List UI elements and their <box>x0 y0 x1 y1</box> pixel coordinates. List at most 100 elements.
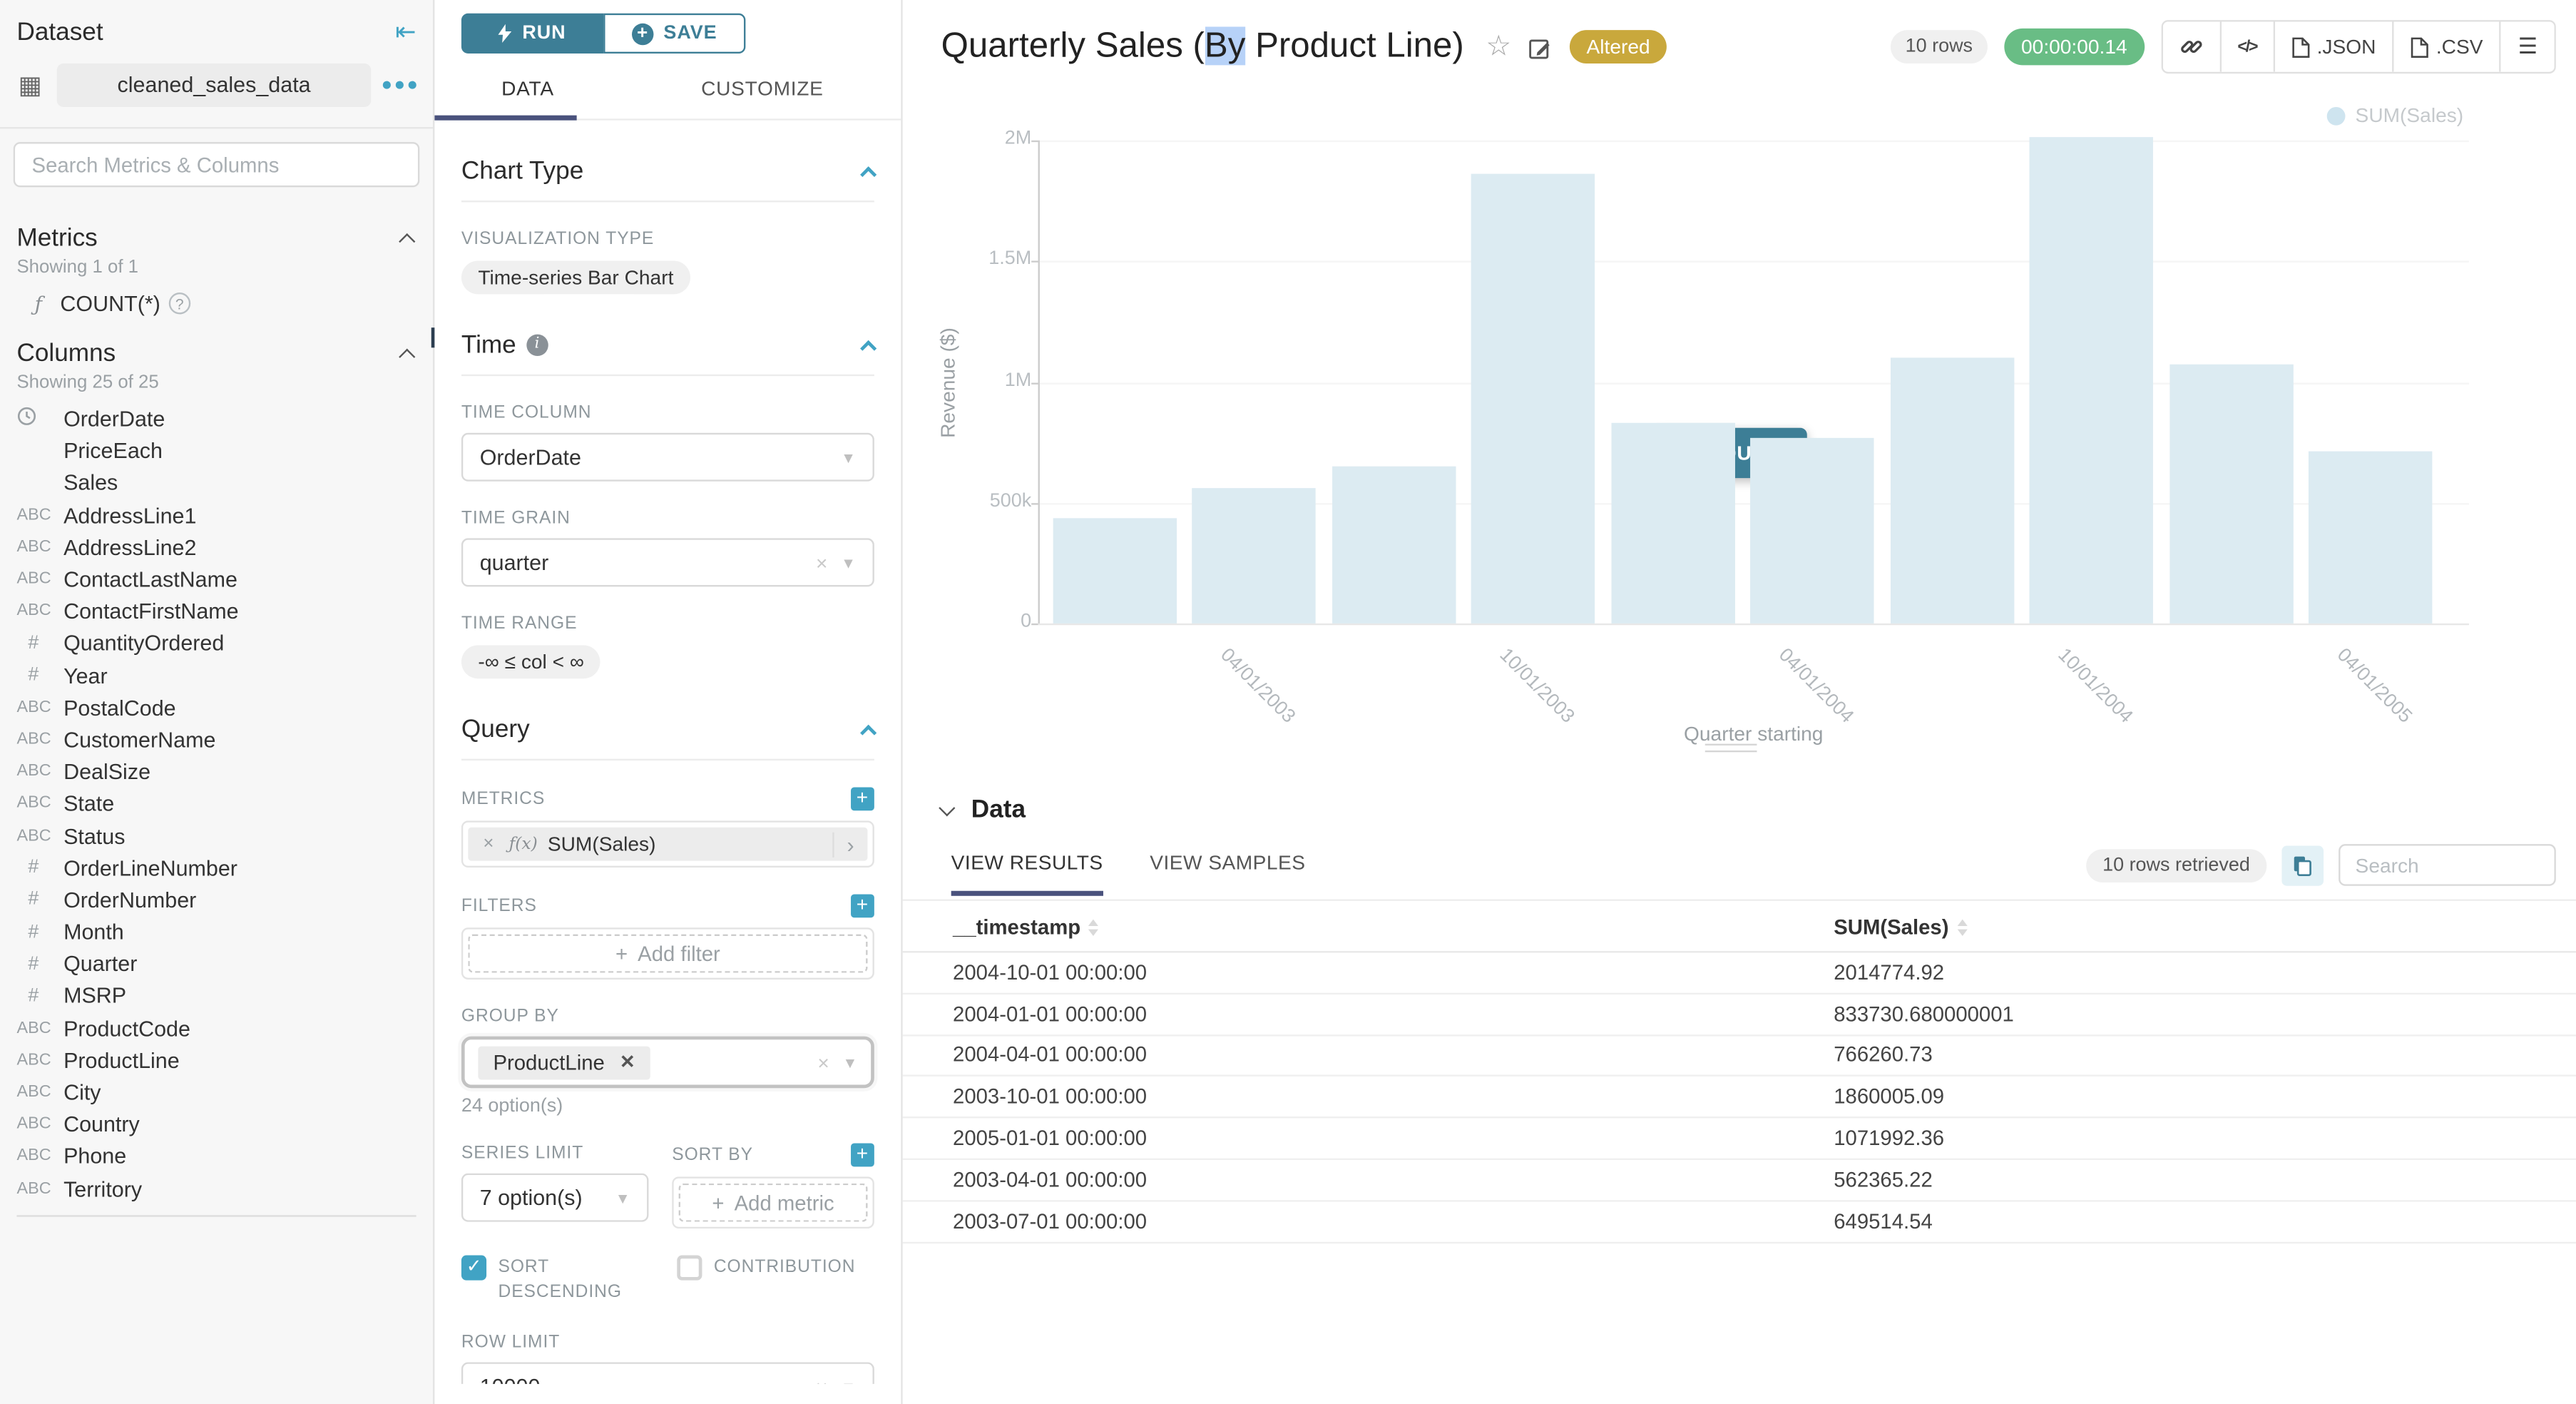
chart-menu-button[interactable]: ☰ <box>2499 21 2555 72</box>
column-item[interactable]: ABC AddressLine2 <box>0 531 433 563</box>
table-row[interactable]: 2003-04-01 00:00:00 562365.22 <box>902 1160 2576 1202</box>
column-item[interactable]: ABC Country <box>0 1109 433 1141</box>
time-range-pill[interactable]: -∞ ≤ col < ∞ <box>461 645 601 679</box>
column-item[interactable]: ABC Territory <box>0 1173 433 1205</box>
column-item[interactable]: ABC ProductCode <box>0 1012 433 1044</box>
sidebar-resize-handle[interactable] <box>431 327 435 348</box>
table-row[interactable]: 2004-01-01 00:00:00 833730.680000001 <box>902 994 2576 1036</box>
table-row[interactable]: 2004-10-01 00:00:00 2014774.92 <box>902 952 2576 994</box>
column-item[interactable]: Year <box>0 659 433 691</box>
clear-icon[interactable]: × <box>817 1050 829 1074</box>
column-item[interactable]: ABC AddressLine1 <box>0 499 433 531</box>
bar-2004-01-01[interactable] <box>1610 422 1735 624</box>
bar-2003-07-01[interactable] <box>1332 467 1456 624</box>
dataset-name[interactable]: cleaned_sales_data <box>56 63 372 107</box>
column-item[interactable]: MSRP <box>0 980 433 1012</box>
add-metric-button[interactable]: + <box>851 786 874 811</box>
chevron-up-icon[interactable] <box>860 723 877 741</box>
column-item[interactable]: QuantityOrdered <box>0 627 433 659</box>
chart-legend[interactable]: SUM(Sales) <box>2326 103 2463 127</box>
tab-data[interactable]: DATA <box>501 76 554 101</box>
column-item[interactable]: PriceEach <box>0 435 433 467</box>
metrics-columns-search-input[interactable] <box>13 142 420 188</box>
collapse-metrics-icon[interactable] <box>399 233 416 250</box>
favorite-star-icon[interactable]: ☆ <box>1486 30 1512 62</box>
group-by-chip[interactable]: ProductLine ✕ <box>478 1045 650 1079</box>
remove-metric-icon[interactable]: × <box>483 834 494 855</box>
sort-icons[interactable] <box>1088 919 1099 937</box>
column-item[interactable]: ABC CustomerName <box>0 723 433 756</box>
sort-icons[interactable] <box>1957 919 1968 937</box>
run-button[interactable]: RUN <box>461 13 604 54</box>
embed-code-button[interactable]: </> <box>2219 21 2274 72</box>
chevron-up-icon[interactable] <box>860 339 877 356</box>
copy-data-button[interactable] <box>2281 845 2324 885</box>
chart-title[interactable]: Quarterly Sales (By Product Line) <box>941 26 1464 66</box>
series-limit-select[interactable]: 7 option(s) ▼ <box>461 1173 649 1222</box>
contribution-checkbox[interactable] <box>677 1255 702 1281</box>
clear-icon[interactable]: × <box>816 1375 827 1384</box>
altered-badge[interactable]: Altered <box>1570 30 1667 64</box>
column-item[interactable]: Month <box>0 916 433 948</box>
bar-2005-01-01[interactable] <box>2169 365 2293 624</box>
chevron-up-icon[interactable] <box>860 166 877 183</box>
viz-type-pill[interactable]: Time-series Bar Chart <box>461 260 690 295</box>
table-row[interactable]: 2005-01-01 00:00:00 1071992.36 <box>902 1119 2576 1160</box>
bar-2004-07-01[interactable] <box>1889 357 2014 624</box>
add-sort-metric-button[interactable]: + <box>851 1142 874 1167</box>
table-row[interactable]: 2004-04-01 00:00:00 766260.73 <box>902 1036 2576 1077</box>
remove-chip-icon[interactable]: ✕ <box>619 1053 635 1074</box>
column-header-timestamp[interactable]: __timestamp <box>953 916 1099 940</box>
add-filter-dropzone[interactable]: + Add filter <box>468 934 868 973</box>
copy-link-button[interactable] <box>2162 21 2219 72</box>
panel-resize-handle[interactable] <box>1704 743 1757 758</box>
collapse-data-icon[interactable] <box>939 799 956 816</box>
export-csv-button[interactable]: .CSV <box>2392 21 2500 72</box>
bar-2003-01-01[interactable] <box>1052 518 1177 624</box>
column-item[interactable]: ABC Status <box>0 820 433 852</box>
bar-2003-04-01[interactable] <box>1192 488 1316 624</box>
bar-2005-04-01[interactable] <box>2309 451 2433 624</box>
bar-2004-04-01[interactable] <box>1750 438 1874 624</box>
add-sort-metric-dropzone[interactable]: + Add metric <box>678 1183 868 1222</box>
column-item[interactable]: ABC State <box>0 788 433 820</box>
help-icon[interactable]: ? <box>168 292 191 315</box>
column-item[interactable]: ABC PostalCode <box>0 691 433 723</box>
collapse-sidebar-icon[interactable]: ⇤ <box>395 18 416 47</box>
edit-properties-icon[interactable] <box>1528 34 1553 59</box>
bar-2004-10-01[interactable] <box>2029 136 2154 624</box>
bar-2003-10-01[interactable] <box>1471 173 1595 624</box>
column-item[interactable]: ABC ContactFirstName <box>0 595 433 627</box>
column-item[interactable]: OrderLineNumber <box>0 852 433 884</box>
sort-descending-checkbox[interactable]: ✓ <box>461 1255 487 1281</box>
column-item[interactable]: OrderNumber <box>0 884 433 916</box>
time-column-select[interactable]: OrderDate ▼ <box>461 432 874 482</box>
column-item[interactable]: Sales <box>0 467 433 499</box>
add-filter-button[interactable]: + <box>851 893 874 918</box>
tab-view-results[interactable]: VIEW RESULTS <box>951 850 1103 895</box>
row-limit-select[interactable]: 10000 × ▼ <box>461 1362 874 1384</box>
column-item[interactable]: ABC ProductLine <box>0 1044 433 1077</box>
export-json-button[interactable]: .JSON <box>2273 21 2393 72</box>
group-by-select[interactable]: ProductLine ✕ × ▼ <box>461 1036 874 1089</box>
metric-item[interactable]: ƒ COUNT(*) ? <box>0 278 433 316</box>
dataset-more-icon[interactable]: ●●● <box>381 75 420 96</box>
column-item[interactable]: ABC ContactLastName <box>0 563 433 595</box>
save-button[interactable]: + SAVE <box>603 13 746 54</box>
column-item[interactable]: ABC Phone <box>0 1141 433 1173</box>
column-item[interactable]: Quarter <box>0 948 433 980</box>
collapse-columns-icon[interactable] <box>399 348 416 365</box>
table-row[interactable]: 2003-07-01 00:00:00 649514.54 <box>902 1201 2576 1243</box>
tab-customize[interactable]: CUSTOMIZE <box>701 76 824 101</box>
results-search-input[interactable] <box>2339 844 2556 886</box>
tab-view-samples[interactable]: VIEW SAMPLES <box>1150 850 1306 874</box>
column-header-sum-sales[interactable]: SUM(Sales) <box>1834 916 1968 940</box>
column-item[interactable]: ABC DealSize <box>0 756 433 788</box>
time-grain-select[interactable]: quarter × ▼ <box>461 538 874 587</box>
column-item[interactable]: ABC City <box>0 1077 433 1109</box>
column-item[interactable]: OrderDate <box>0 403 433 435</box>
table-row[interactable]: 2003-10-01 00:00:00 1860005.09 <box>902 1077 2576 1119</box>
metric-chip[interactable]: × ƒ(x) SUM(Sales) › <box>468 827 868 861</box>
clear-icon[interactable]: × <box>815 550 828 574</box>
chevron-right-icon[interactable]: › <box>832 831 867 857</box>
